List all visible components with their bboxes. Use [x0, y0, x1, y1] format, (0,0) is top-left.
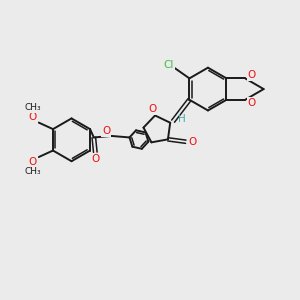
Text: O: O [148, 104, 156, 114]
Text: CH₃: CH₃ [25, 103, 41, 112]
Text: O: O [102, 126, 110, 136]
Text: O: O [248, 70, 256, 80]
Text: O: O [29, 158, 37, 167]
Text: O: O [188, 137, 196, 147]
Text: O: O [29, 112, 37, 122]
Text: Cl: Cl [164, 60, 174, 70]
Text: H: H [178, 114, 185, 124]
Text: CH₃: CH₃ [25, 167, 41, 176]
Text: O: O [91, 154, 99, 164]
Text: O: O [248, 98, 256, 108]
